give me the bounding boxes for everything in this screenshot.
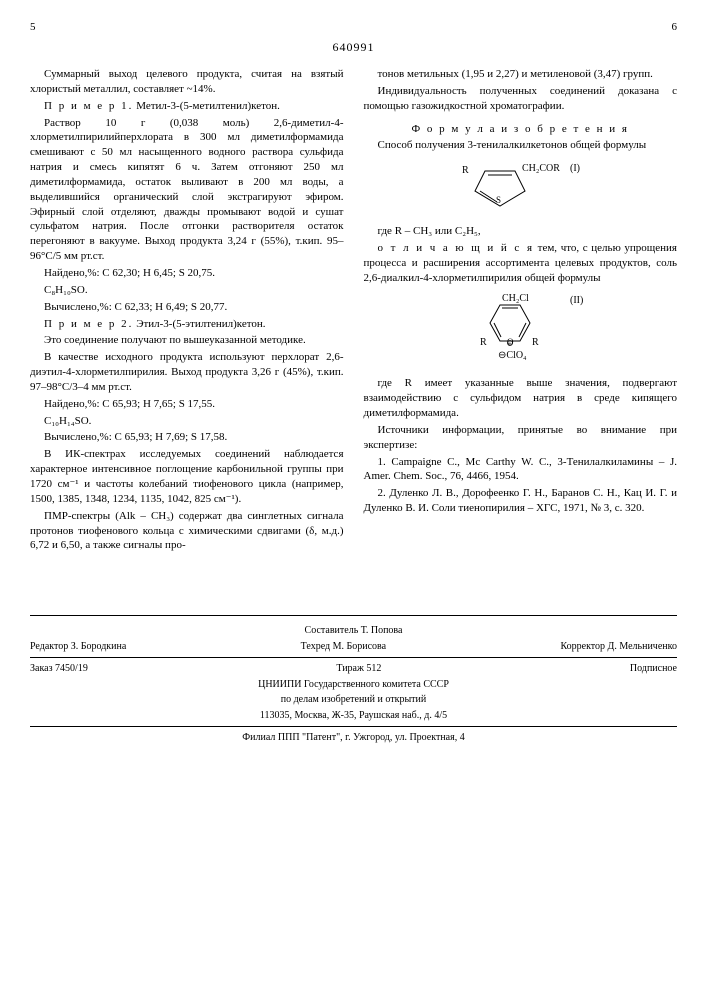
example-2: П р и м е р 2. Этил-3-(5-этилтенил)кетон… [30,317,344,332]
para: ПМР-спектры (Alk – CH₃) содержат два син… [30,509,344,554]
org-line-1: ЦНИИПИ Государственного комитета СССР [30,678,677,692]
text-columns: Суммарный выход целевого продукта, счита… [30,67,677,555]
example-title: Метил-3-(5-метилтенил)кетон. [133,100,280,112]
svg-text:(I): (I) [570,163,580,174]
order-number: Заказ 7450/19 [30,662,88,676]
left-column: Суммарный выход целевого продукта, счита… [30,67,344,555]
distinguish-label: о т л и ч а ю щ и й с я [378,242,535,254]
para: В ИК-спектрах исследуемых соединений наб… [30,447,344,506]
structure-formula-2: O CH₂Cl R R ⊖ClO₄ (II) + [364,293,678,368]
page-right: 6 [672,20,678,35]
address: 113035, Москва, Ж-35, Раушская наб., д. … [30,709,677,723]
formula-empirical: C₁₀H₁₄SO. [30,414,344,429]
imprint-footer: Составитель Т. Попова Редактор З. Бородк… [30,615,677,745]
para: Это соединение получают по вышеуказанной… [30,333,344,348]
editor: Редактор З. Бородкина [30,640,126,654]
para: Вычислено,%: С 65,93; Н 7,69; S 17,58. [30,430,344,445]
example-label: П р и м е р 2. [44,318,133,330]
svg-text:R: R [480,337,487,348]
para: Раствор 10 г (0,038 моль) 2,6-диметил-4-… [30,116,344,264]
svg-text:CH₂Cl: CH₂Cl [502,293,529,304]
structure-formula-1: S R CH₂COR (I) [364,161,678,216]
right-column: тонов метильных (1,95 и 2,27) и метилено… [364,67,678,555]
svg-text:⊖ClO₄: ⊖ClO₄ [498,350,527,361]
svg-text:R: R [462,165,469,176]
refs-heading: Источники информации, принятые во вниман… [364,423,678,453]
thiophene-ring-icon: S R CH₂COR (I) [460,161,580,211]
para: Вычислено,%: С 62,33; Н 6,49; S 20,77. [30,300,344,315]
para: Способ получения 3-тенилалкилкетонов общ… [364,138,678,153]
svg-text:CH₂COR: CH₂COR [522,163,560,174]
para: где R имеет указанные выше значения, под… [364,376,678,421]
org-line-2: по делам изобретений и открытий [30,693,677,707]
pyrylium-ring-icon: O CH₂Cl R R ⊖ClO₄ (II) + [450,293,590,363]
tirage: Тираж 512 [336,662,381,676]
para: В качестве исходного продукта используют… [30,350,344,395]
example-1: П р и м е р 1. Метил-3-(5-метилтенил)кет… [30,99,344,114]
para: Найдено,%: С 65,93; Н 7,65; S 17,55. [30,397,344,412]
example-label: П р и м е р 1. [44,100,133,112]
example-title: Этил-3-(5-этилтенил)кетон. [133,318,265,330]
corrector: Корректор Д. Мельниченко [560,640,677,654]
para: Суммарный выход целевого продукта, счита… [30,67,344,97]
svg-text:+: + [508,340,512,348]
page-left: 5 [30,20,36,35]
svg-text:(II): (II) [570,295,583,306]
patent-number: 640991 [30,39,677,55]
branch: Филиал ППП "Патент", г. Ужгород, ул. Про… [30,731,677,745]
para: Найдено,%: С 62,30; Н 6,45; S 20,75. [30,266,344,281]
formula-empirical: C₈H₁₀SO. [30,283,344,298]
para: Индивидуальность полученных соединений д… [364,84,678,114]
techred: Техред М. Борисова [301,640,386,654]
para: тонов метильных (1,95 и 2,27) и метилено… [364,67,678,82]
reference: 2. Дуленко Л. В., Дорофеенко Г. Н., Бара… [364,486,678,516]
compiler: Составитель Т. Попова [30,624,677,638]
subscription: Подписное [630,662,677,676]
para: где R – CH₃ или C₂H₅, [364,224,678,239]
claims-heading: Ф о р м у л а и з о б р е т е н и я [364,122,678,137]
para: о т л и ч а ю щ и й с я тем, что, с цель… [364,241,678,286]
svg-text:S: S [496,195,501,205]
reference: 1. Campaigne C., Mc Carthy W. C., 3-Тени… [364,455,678,485]
svg-text:R: R [532,337,539,348]
